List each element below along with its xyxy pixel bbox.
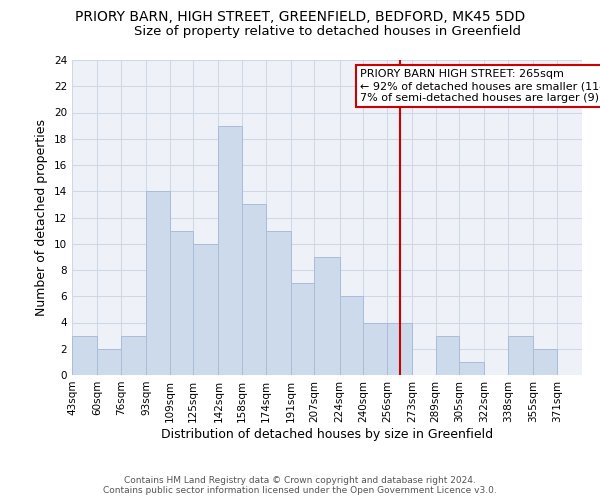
- Title: Size of property relative to detached houses in Greenfield: Size of property relative to detached ho…: [133, 25, 521, 38]
- Text: PRIORY BARN, HIGH STREET, GREENFIELD, BEDFORD, MK45 5DD: PRIORY BARN, HIGH STREET, GREENFIELD, BE…: [75, 10, 525, 24]
- Bar: [387, 322, 412, 375]
- Y-axis label: Number of detached properties: Number of detached properties: [35, 119, 49, 316]
- Text: Contains HM Land Registry data © Crown copyright and database right 2024.
Contai: Contains HM Land Registry data © Crown c…: [103, 476, 497, 495]
- Bar: [218, 126, 242, 375]
- Bar: [314, 257, 340, 375]
- Text: PRIORY BARN HIGH STREET: 265sqm
← 92% of detached houses are smaller (114)
7% of: PRIORY BARN HIGH STREET: 265sqm ← 92% of…: [360, 70, 600, 102]
- Bar: [170, 230, 193, 375]
- X-axis label: Distribution of detached houses by size in Greenfield: Distribution of detached houses by size …: [161, 428, 493, 440]
- Bar: [97, 349, 121, 375]
- Bar: [533, 349, 557, 375]
- Bar: [121, 336, 146, 375]
- Bar: [340, 296, 363, 375]
- Bar: [363, 322, 387, 375]
- Bar: [436, 336, 460, 375]
- Bar: [193, 244, 218, 375]
- Bar: [242, 204, 266, 375]
- Bar: [291, 283, 314, 375]
- Bar: [508, 336, 533, 375]
- Bar: [146, 191, 170, 375]
- Bar: [72, 336, 97, 375]
- Bar: [460, 362, 484, 375]
- Bar: [266, 230, 291, 375]
